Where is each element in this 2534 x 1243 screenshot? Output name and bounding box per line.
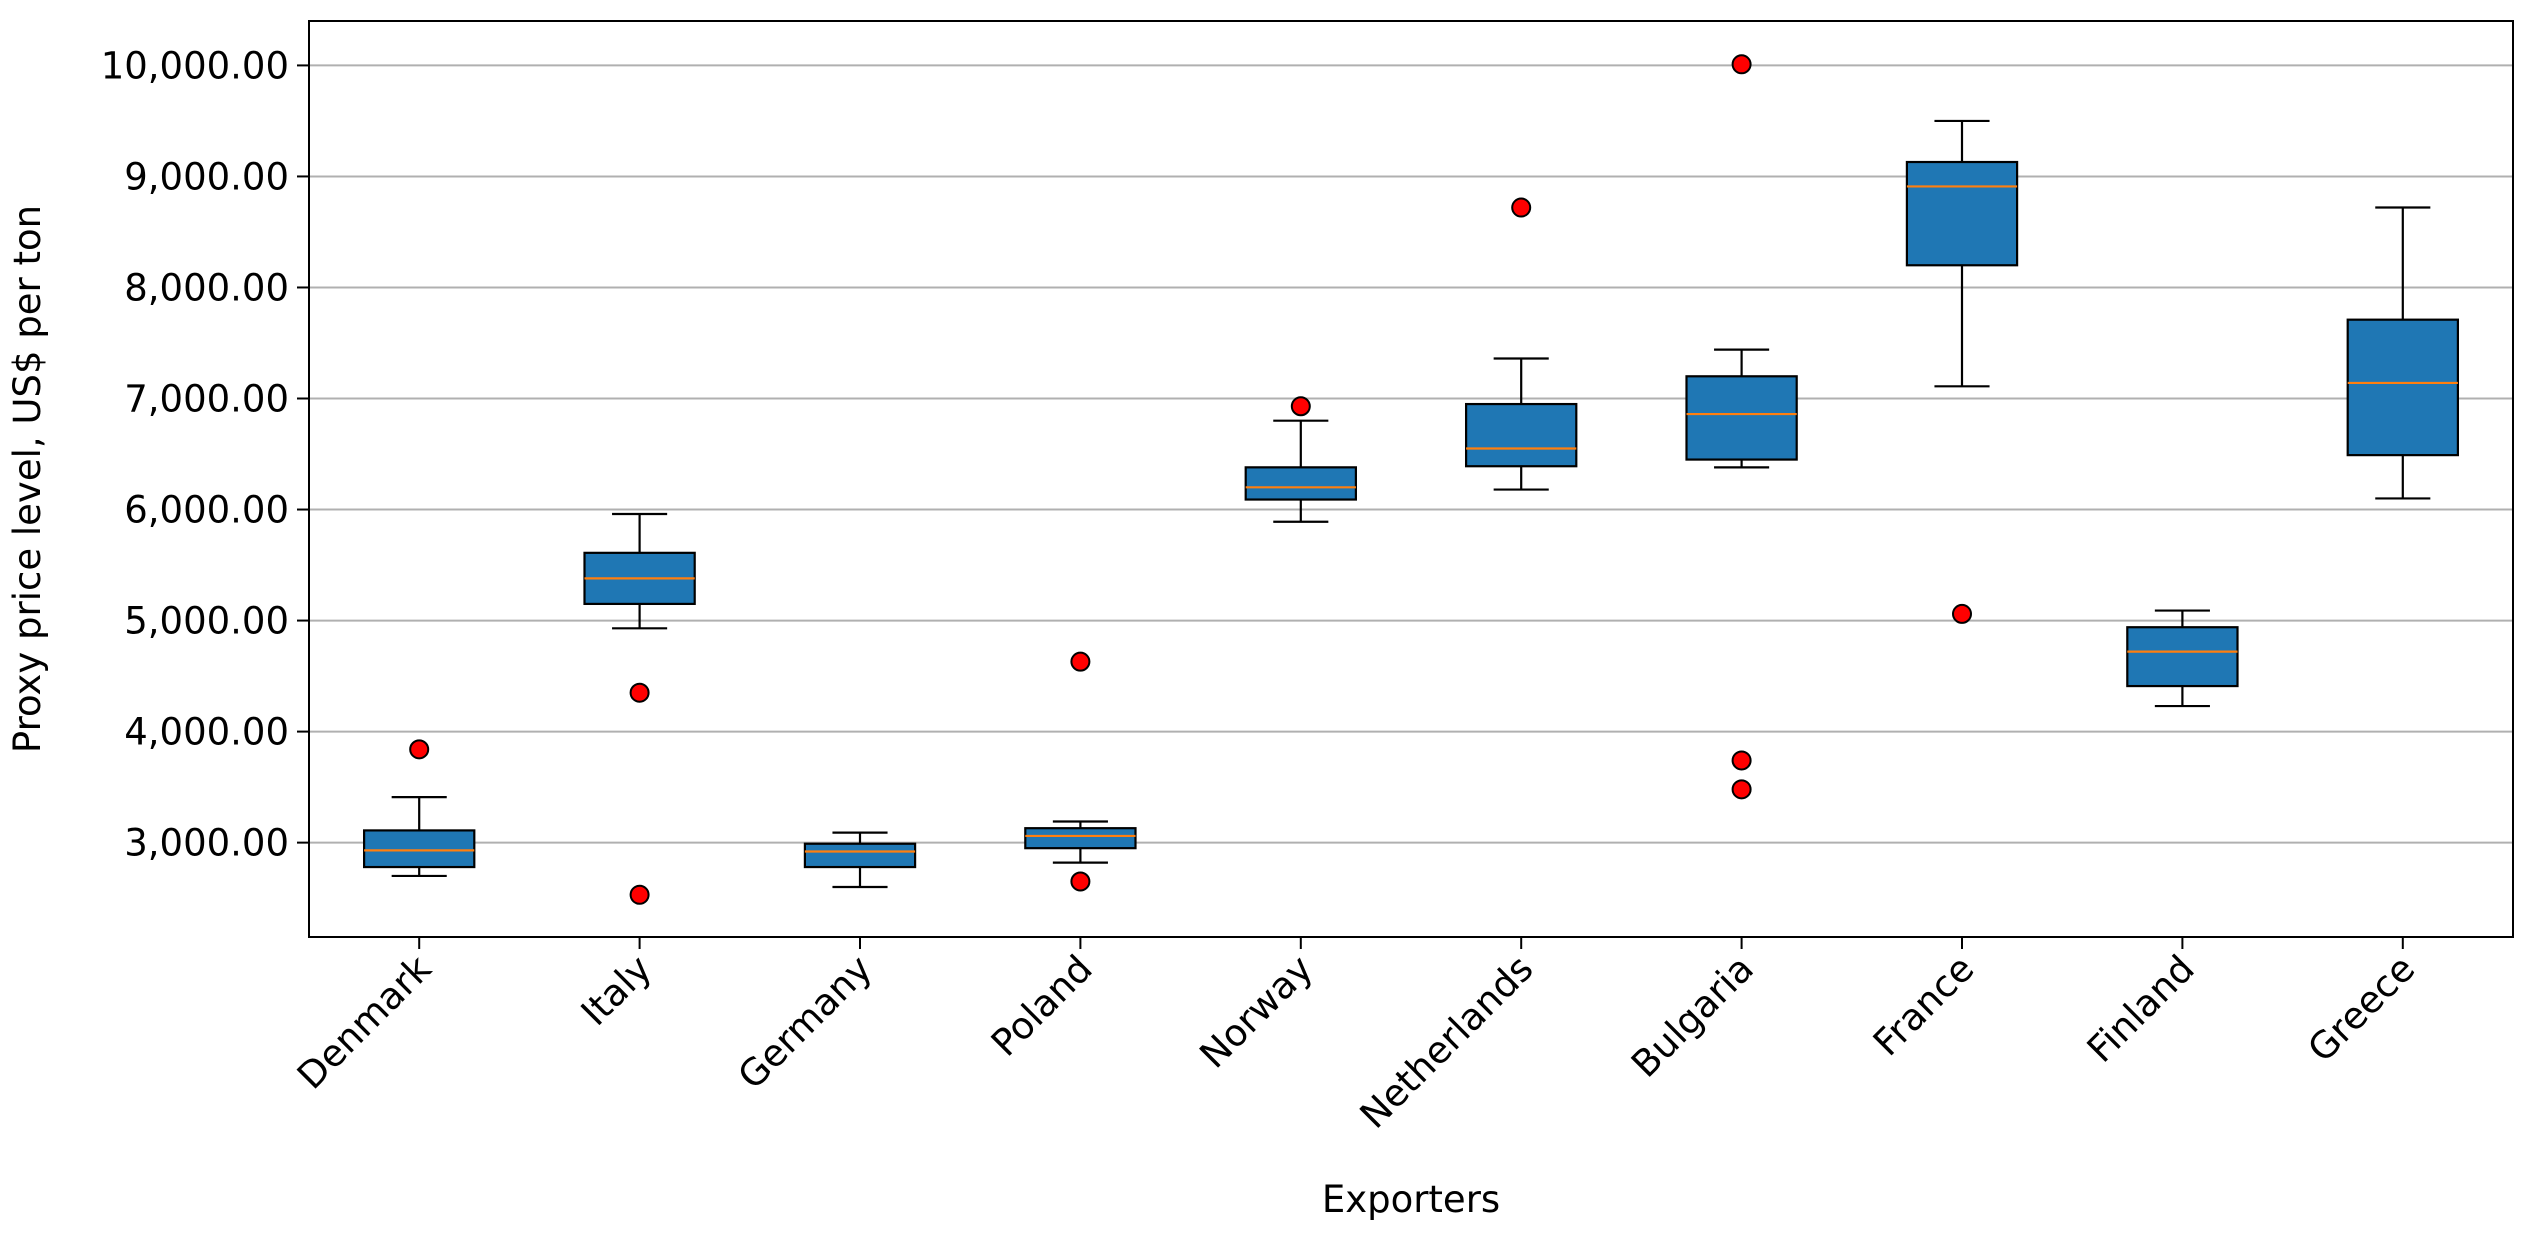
x-tick-label: Finland	[2079, 947, 2203, 1071]
x-tick-label: Norway	[1192, 947, 1322, 1077]
x-tick-label: France	[1865, 947, 1982, 1064]
y-tick-label: 4,000.00	[124, 711, 289, 754]
outlier-point	[1731, 750, 1752, 771]
box-netherlands	[1464, 197, 1578, 491]
box-bulgaria	[1685, 54, 1798, 800]
y-tick-label: 9,000.00	[124, 155, 289, 198]
outlier-point	[1290, 396, 1311, 417]
x-tick-label: Bulgaria	[1623, 947, 1762, 1086]
box-france	[1905, 119, 2019, 624]
box-iqr	[363, 829, 476, 869]
box-poland	[1024, 651, 1137, 892]
box-iqr	[1905, 160, 2019, 267]
plot-area-frame	[308, 20, 2514, 938]
y-tick-label: 8,000.00	[124, 266, 289, 309]
outlier-point	[409, 739, 430, 760]
box-iqr	[2346, 318, 2459, 457]
outlier-point	[629, 682, 650, 703]
y-tick-label: 3,000.00	[124, 822, 289, 865]
x-tick-label: Netherlands	[1352, 947, 1542, 1137]
box-iqr	[1244, 466, 1357, 501]
x-tick-label: Germany	[730, 947, 881, 1098]
y-axis-title: Proxy price level, US$ per ton	[6, 205, 49, 753]
x-tick-label: Greece	[2300, 947, 2424, 1071]
outlier-point	[1731, 779, 1752, 800]
outlier-point	[1731, 54, 1752, 75]
outlier-point	[629, 884, 650, 905]
outlier-point	[1511, 197, 1532, 218]
outlier-point	[1070, 651, 1091, 672]
y-axis-ticks: 3,000.00 4,000.00 5,000.00 6,000.00 7,000.00…	[101, 44, 309, 865]
grid-lines	[309, 64, 2513, 844]
y-tick-label: 7,000.00	[124, 378, 289, 421]
y-tick-label: 6,000.00	[124, 489, 289, 532]
x-tick-label: Poland	[983, 947, 1101, 1065]
box-iqr	[1464, 402, 1578, 468]
x-tick-label: Italy	[573, 947, 660, 1034]
box-iqr	[1685, 375, 1798, 461]
box-germany	[803, 831, 917, 889]
box-greece	[2346, 206, 2459, 500]
box-iqr	[803, 842, 917, 869]
box-finland	[2126, 609, 2239, 708]
y-tick-label: 5,000.00	[124, 600, 289, 643]
outlier-point	[1952, 603, 1972, 624]
x-axis-title: Exporters	[1322, 1178, 1500, 1221]
x-tick-label: Denmark	[289, 947, 440, 1098]
outlier-point	[1070, 871, 1091, 892]
box-iqr	[1024, 827, 1137, 850]
box-series	[363, 54, 2459, 905]
box-italy	[583, 512, 696, 905]
box-norway	[1244, 396, 1357, 523]
box-denmark	[363, 739, 476, 878]
box-iqr	[2126, 626, 2239, 688]
x-axis-ticks: Denmark Italy Germany Poland Norway Netherlan…	[289, 937, 2423, 1137]
y-tick-label: 10,000.00	[101, 44, 289, 87]
